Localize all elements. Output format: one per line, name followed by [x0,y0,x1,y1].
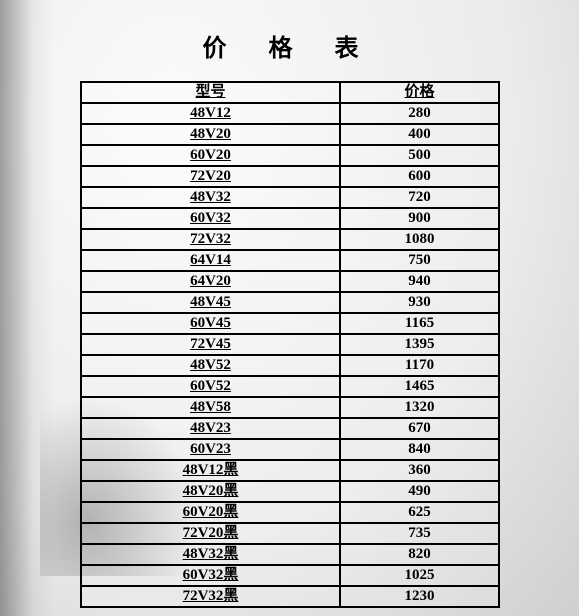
table-row: 60V20黑625 [81,502,499,523]
table-row: 72V20600 [81,166,499,187]
cell-price: 400 [340,124,498,145]
cell-model: 60V32黑 [81,565,341,586]
col-header-model: 型号 [81,82,341,103]
cell-price: 280 [340,103,498,124]
table-row: 72V32黑1230 [81,586,499,607]
cell-model: 60V20黑 [81,502,341,523]
table-row: 64V14750 [81,250,499,271]
cell-price: 1465 [340,376,498,397]
cell-price: 670 [340,418,498,439]
cell-model: 72V32 [81,229,341,250]
cell-price: 940 [340,271,498,292]
cell-model: 48V32黑 [81,544,341,565]
table-row: 64V20940 [81,271,499,292]
cell-model: 48V23 [81,418,341,439]
cell-price: 1025 [340,565,498,586]
table-row: 48V12黑360 [81,460,499,481]
cell-price: 1080 [340,229,498,250]
cell-model: 48V52 [81,355,341,376]
cell-price: 930 [340,292,498,313]
table-row: 48V32黑820 [81,544,499,565]
cell-model: 72V20黑 [81,523,341,544]
table-row: 60V451165 [81,313,499,334]
cell-model: 48V45 [81,292,341,313]
cell-model: 48V20黑 [81,481,341,502]
table-row: 48V521170 [81,355,499,376]
cell-price: 625 [340,502,498,523]
price-table-body: 48V1228048V2040060V2050072V2060048V32720… [81,103,499,607]
cell-model: 48V32 [81,187,341,208]
cell-model: 60V52 [81,376,341,397]
price-table-header-row: 型号 价格 [81,82,499,103]
table-row: 60V23840 [81,439,499,460]
cell-price: 1170 [340,355,498,376]
table-row: 48V32720 [81,187,499,208]
price-table: 型号 价格 48V1228048V2040060V2050072V2060048… [80,81,500,608]
cell-model: 72V32黑 [81,586,341,607]
table-row: 72V321080 [81,229,499,250]
cell-price: 490 [340,481,498,502]
table-row: 60V32黑1025 [81,565,499,586]
cell-model: 64V14 [81,250,341,271]
table-row: 60V32900 [81,208,499,229]
cell-price: 1165 [340,313,498,334]
cell-price: 500 [340,145,498,166]
cell-model: 48V12黑 [81,460,341,481]
table-row: 48V20黑490 [81,481,499,502]
price-sheet-page: 价 格 表 型号 价格 48V1228048V2040060V2050072V2… [0,0,579,616]
cell-model: 64V20 [81,271,341,292]
cell-price: 600 [340,166,498,187]
cell-price: 900 [340,208,498,229]
table-row: 72V451395 [81,334,499,355]
cell-price: 1230 [340,586,498,607]
table-row: 60V20500 [81,145,499,166]
cell-price: 735 [340,523,498,544]
price-table-head: 型号 价格 [81,82,499,103]
cell-model: 48V58 [81,397,341,418]
table-row: 72V20黑735 [81,523,499,544]
cell-model: 72V20 [81,166,341,187]
cell-model: 60V20 [81,145,341,166]
cell-price: 1320 [340,397,498,418]
table-row: 48V20400 [81,124,499,145]
cell-model: 60V45 [81,313,341,334]
cell-price: 820 [340,544,498,565]
cell-price: 720 [340,187,498,208]
cell-price: 840 [340,439,498,460]
table-row: 48V12280 [81,103,499,124]
table-row: 48V45930 [81,292,499,313]
cell-model: 60V23 [81,439,341,460]
cell-price: 750 [340,250,498,271]
table-row: 48V23670 [81,418,499,439]
cell-model: 72V45 [81,334,341,355]
col-header-price: 价格 [340,82,498,103]
cell-price: 360 [340,460,498,481]
cell-model: 48V12 [81,103,341,124]
cell-model: 60V32 [81,208,341,229]
cell-model: 48V20 [81,124,341,145]
table-row: 48V581320 [81,397,499,418]
cell-price: 1395 [340,334,498,355]
table-row: 60V521465 [81,376,499,397]
page-title: 价 格 表 [0,28,579,63]
